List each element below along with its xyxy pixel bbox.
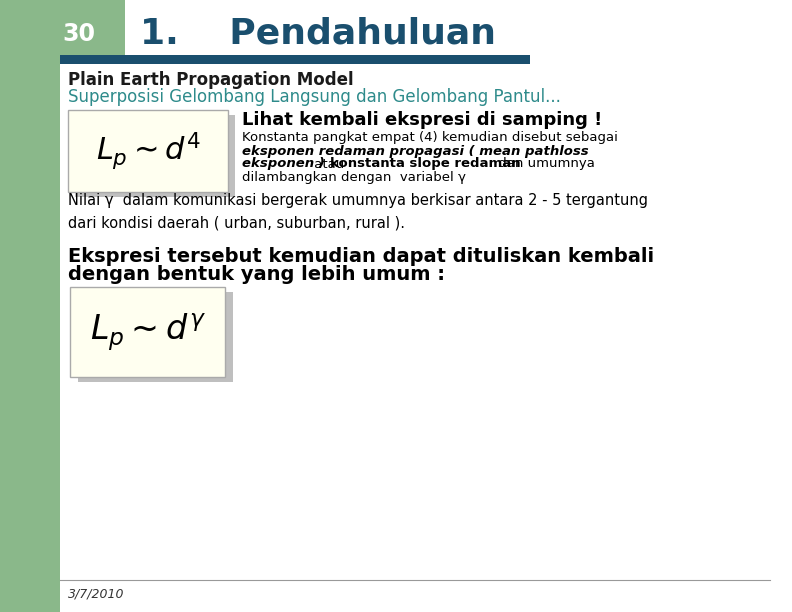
Text: dengan bentuk yang lebih umum :: dengan bentuk yang lebih umum : <box>68 266 445 285</box>
Text: Konstanta pangkat empat (4) kemudian disebut sebagai: Konstanta pangkat empat (4) kemudian dis… <box>242 130 618 143</box>
Bar <box>78 292 233 382</box>
Text: Plain Earth Propagation Model: Plain Earth Propagation Model <box>68 71 353 89</box>
Text: 3/7/2010: 3/7/2010 <box>68 588 124 600</box>
Bar <box>68 110 228 192</box>
Text: Superposisi Gelombang Langsung dan Gelombang Pantul...: Superposisi Gelombang Langsung dan Gelom… <box>68 88 561 106</box>
Text: 30: 30 <box>62 22 95 46</box>
Text: eksponen redaman propagasi ( mean pathloss: eksponen redaman propagasi ( mean pathlo… <box>242 144 588 157</box>
Bar <box>0 0 60 612</box>
Text: eksponen ): eksponen ) <box>242 157 325 171</box>
Text: dan umumnya: dan umumnya <box>494 157 595 171</box>
Bar <box>0 0 125 57</box>
Bar <box>70 287 225 377</box>
Text: Nilai γ  dalam komunikasi bergerak umumnya berkisar antara 2 - 5 tergantung
dari: Nilai γ dalam komunikasi bergerak umumny… <box>68 193 648 231</box>
Text: Lihat kembali ekspresi di samping !: Lihat kembali ekspresi di samping ! <box>242 111 602 129</box>
Text: atau: atau <box>310 157 348 171</box>
Text: konstanta slope redaman: konstanta slope redaman <box>330 157 520 171</box>
Text: $L_p \sim d^4$: $L_p \sim d^4$ <box>96 130 200 172</box>
Text: 1.    Pendahuluan: 1. Pendahuluan <box>140 17 496 51</box>
Text: $L_p \sim d^{\gamma}$: $L_p \sim d^{\gamma}$ <box>90 312 206 353</box>
Text: Ekspresi tersebut kemudian dapat dituliskan kembali: Ekspresi tersebut kemudian dapat ditulis… <box>68 247 654 266</box>
Bar <box>75 115 235 197</box>
Bar <box>60 55 530 64</box>
Text: dilambangkan dengan  variabel γ: dilambangkan dengan variabel γ <box>242 171 466 184</box>
